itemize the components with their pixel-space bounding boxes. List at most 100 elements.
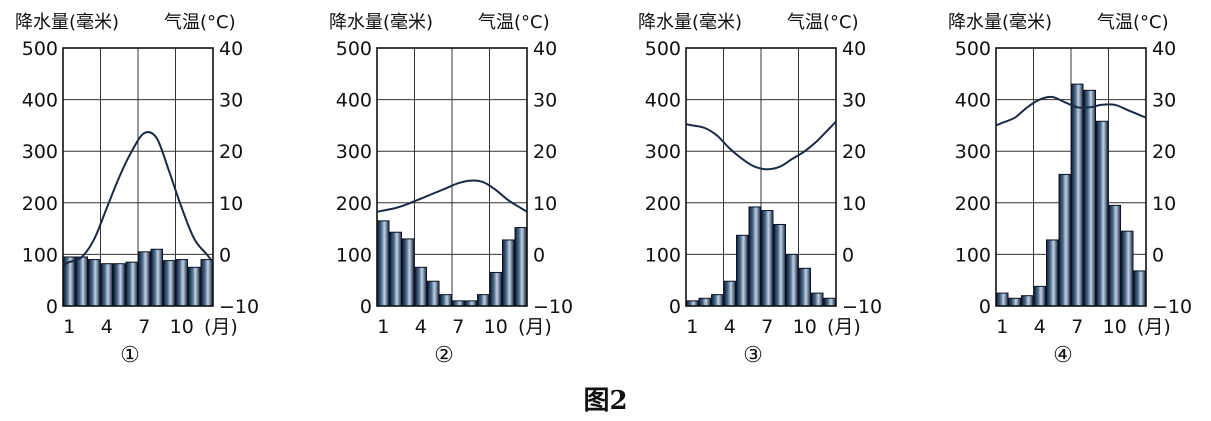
precip-bar [761, 210, 774, 307]
temperature-line [995, 95, 1147, 127]
temp-tick-label: 20 [219, 141, 243, 163]
precip-tick-label: 100 [645, 244, 681, 266]
precip-bar [823, 297, 836, 307]
temp-tick-label: 10 [533, 193, 557, 215]
month-tick-label: 4 [1034, 316, 1046, 338]
precip-tick-label: 0 [669, 296, 681, 318]
month-tick-label: 10 [793, 316, 817, 338]
precip-bar [188, 266, 201, 307]
precip-bar [786, 253, 799, 307]
plot-frame [685, 47, 837, 307]
temp-tick-label: −10 [533, 296, 573, 318]
month-tick-label: 7 [1071, 316, 1083, 338]
panel-label: ① [120, 343, 140, 368]
month-tick-label: 7 [452, 316, 464, 338]
temp-tick-label: 10 [1152, 193, 1176, 215]
precip-axis-title: 降水量(毫米) [638, 12, 742, 33]
month-tick-label: 1 [63, 316, 75, 338]
chart-panel-4: 降水量(毫米) 气温(°C)5004003002001000403020100−1… [948, 12, 1192, 368]
precip-bar [798, 267, 811, 307]
precip-bar [996, 292, 1009, 307]
precip-tick-label: 200 [22, 193, 58, 215]
temp-tick-label: 30 [219, 90, 243, 112]
temp-tick-label: 40 [219, 38, 243, 60]
precip-tick-label: 100 [22, 244, 58, 266]
chart-panel-1: 降水量(毫米) 气温(°C)5004003002001000403020100−1… [15, 12, 259, 368]
precip-bar [1033, 285, 1046, 307]
month-unit-label: (月) [827, 316, 861, 338]
month-tick-label: 1 [996, 316, 1008, 338]
month-tick-label: 1 [377, 316, 389, 338]
temp-tick-label: 20 [533, 141, 557, 163]
precip-bar [773, 223, 786, 307]
chart-panel-2: 降水量(毫米) 气温(°C)5004003002001000403020100−1… [329, 12, 573, 368]
temp-axis-title: 气温(°C) [1097, 12, 1169, 33]
temp-tick-label: −10 [1152, 296, 1192, 318]
month-tick-label: 10 [170, 316, 194, 338]
month-tick-label: 7 [761, 316, 773, 338]
precip-bar [489, 271, 502, 307]
precip-tick-label: 0 [979, 296, 991, 318]
precip-tick-label: 500 [22, 38, 58, 60]
figure-caption: 图2 [583, 386, 628, 416]
precip-bar [748, 206, 761, 307]
precip-bar [1046, 239, 1059, 307]
precip-axis-title: 降水量(毫米) [15, 12, 119, 33]
temp-tick-label: 20 [842, 141, 866, 163]
precip-bar [138, 251, 151, 307]
precip-tick-label: 400 [336, 90, 372, 112]
precip-bar [723, 280, 736, 307]
month-unit-label: (月) [518, 316, 552, 338]
precip-tick-label: 400 [955, 90, 991, 112]
month-unit-label: (月) [204, 316, 238, 338]
precip-bar [427, 280, 440, 307]
precip-tick-label: 100 [336, 244, 372, 266]
temp-tick-label: 0 [533, 244, 545, 266]
panel-label: ④ [1053, 343, 1073, 368]
precip-bar [88, 259, 101, 307]
precip-bar [439, 294, 452, 307]
temp-tick-label: 10 [842, 193, 866, 215]
temperature-line [62, 131, 214, 266]
precip-bar [113, 263, 126, 307]
temp-tick-label: 30 [1152, 90, 1176, 112]
precip-tick-label: 300 [645, 141, 681, 163]
precip-tick-label: 400 [645, 90, 681, 112]
precip-tick-label: 200 [336, 193, 372, 215]
plot-frame [376, 47, 528, 307]
precip-bar [1008, 297, 1021, 307]
precip-bar [75, 256, 88, 307]
precip-bar [1108, 204, 1121, 307]
precip-tick-label: 200 [955, 193, 991, 215]
month-tick-label: 10 [484, 316, 508, 338]
precip-tick-label: 300 [22, 141, 58, 163]
month-tick-label: 1 [686, 316, 698, 338]
precip-axis-title: 降水量(毫米) [948, 12, 1052, 33]
temp-axis-title: 气温(°C) [164, 12, 236, 33]
month-tick-label: 4 [101, 316, 113, 338]
precip-bar [150, 248, 163, 307]
precip-bar [125, 261, 138, 307]
month-unit-label: (月) [1137, 316, 1171, 338]
precip-bar [389, 231, 402, 307]
precip-bar [502, 239, 515, 307]
precip-tick-label: 400 [22, 90, 58, 112]
temp-tick-label: 40 [1152, 38, 1176, 60]
precip-bar [402, 238, 415, 307]
temp-tick-label: −10 [842, 296, 882, 318]
precip-bar [100, 263, 113, 307]
chart-panel-3: 降水量(毫米) 气温(°C)5004003002001000403020100−1… [638, 12, 882, 368]
precip-bar [711, 294, 724, 307]
precip-bar [1096, 120, 1109, 307]
precip-bar [163, 260, 176, 307]
precip-bar [477, 294, 490, 307]
plot-frame [62, 47, 214, 307]
precip-axis-title: 降水量(毫米) [329, 12, 433, 33]
plot-frame [995, 47, 1147, 307]
precip-tick-label: 0 [360, 296, 372, 318]
precip-bar [377, 220, 390, 307]
precip-bar [1133, 270, 1146, 307]
precip-tick-label: 300 [336, 141, 372, 163]
precip-bar [1058, 173, 1071, 307]
